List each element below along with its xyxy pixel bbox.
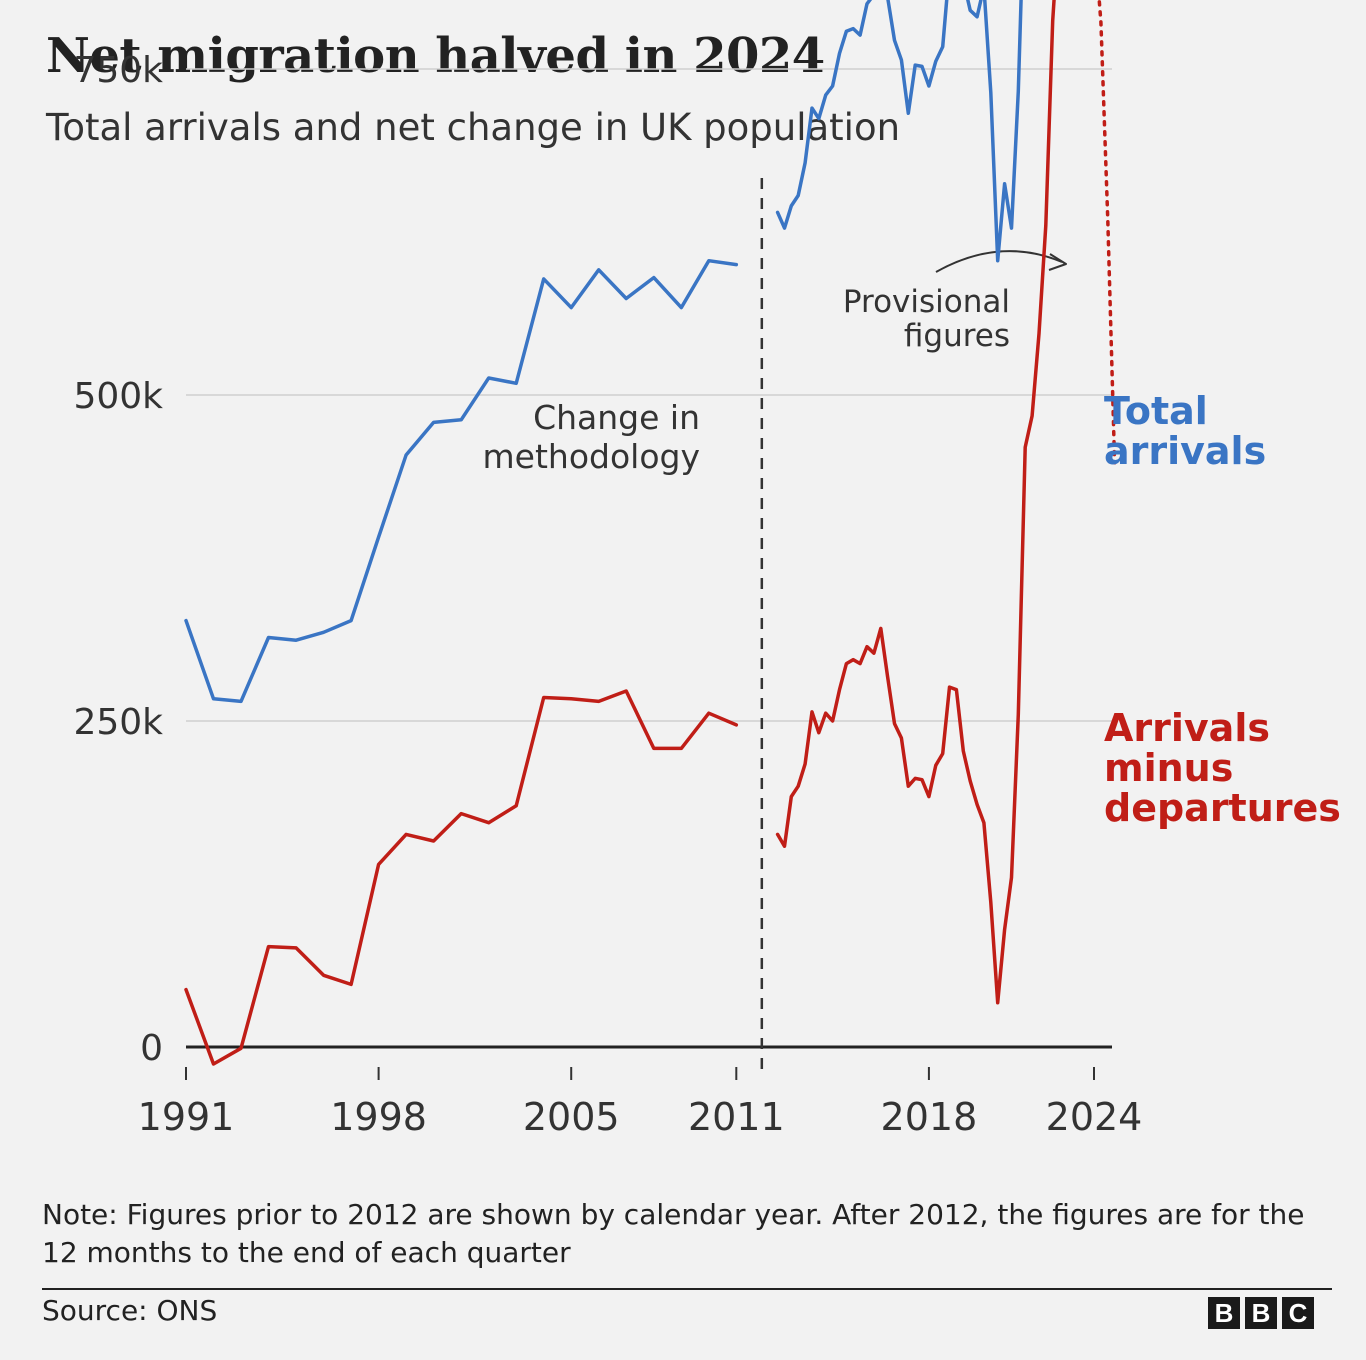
provisional-label-line: figures: [904, 318, 1010, 354]
x-tick-label: 2005: [523, 1095, 620, 1139]
x-tick-label: 2011: [688, 1095, 785, 1139]
logo-letter-b2: B: [1245, 1297, 1277, 1329]
line-chart: 0250k500k750k1m1.25m19911998200520112018…: [73, 0, 1341, 1139]
provisional-label-line: Provisional: [843, 284, 1010, 320]
source-label: Source: ONS: [42, 1294, 218, 1327]
y-tick-label: 750k: [73, 50, 163, 91]
x-tick-label: 2018: [881, 1095, 978, 1139]
chart-subtitle: Total arrivals and net change in UK popu…: [46, 106, 901, 149]
chart-note: Note: Figures prior to 2012 are shown by…: [42, 1198, 1305, 1269]
methodology-label-line: Change in: [533, 398, 700, 437]
bbc-logo: B B C: [1208, 1297, 1314, 1329]
chart-title: Net migration halved in 2024: [46, 28, 825, 84]
y-tick-label: 500k: [73, 376, 163, 417]
net-migration-series-line: [184, 689, 739, 1066]
total-arrivals-series-line: [184, 258, 739, 704]
x-tick-label: 2024: [1046, 1095, 1143, 1139]
provisional-arrowhead: [1048, 253, 1067, 271]
net-migration-label-line: Arrivals: [1104, 706, 1270, 750]
net-migration-label-line: minus: [1104, 746, 1233, 790]
net-migration-series-line: [775, 0, 1056, 1005]
y-tick-label: 250k: [73, 702, 163, 743]
footer-divider: [42, 1288, 1332, 1290]
methodology-label-line: methodology: [483, 437, 700, 476]
x-tick-label: 1998: [330, 1095, 427, 1139]
x-tick-label: 1991: [138, 1095, 235, 1139]
total-arrivals-label-line: Total: [1104, 389, 1208, 433]
y-tick-label: 0: [140, 1028, 163, 1069]
logo-letter-b1: B: [1208, 1297, 1240, 1329]
logo-letter-c: C: [1282, 1297, 1314, 1329]
net-migration-provisional-line: [1097, 0, 1117, 465]
total-arrivals-label-line: arrivals: [1104, 429, 1266, 473]
net-migration-label-line: departures: [1104, 786, 1341, 830]
total-arrivals-series-line: [775, 0, 1023, 263]
